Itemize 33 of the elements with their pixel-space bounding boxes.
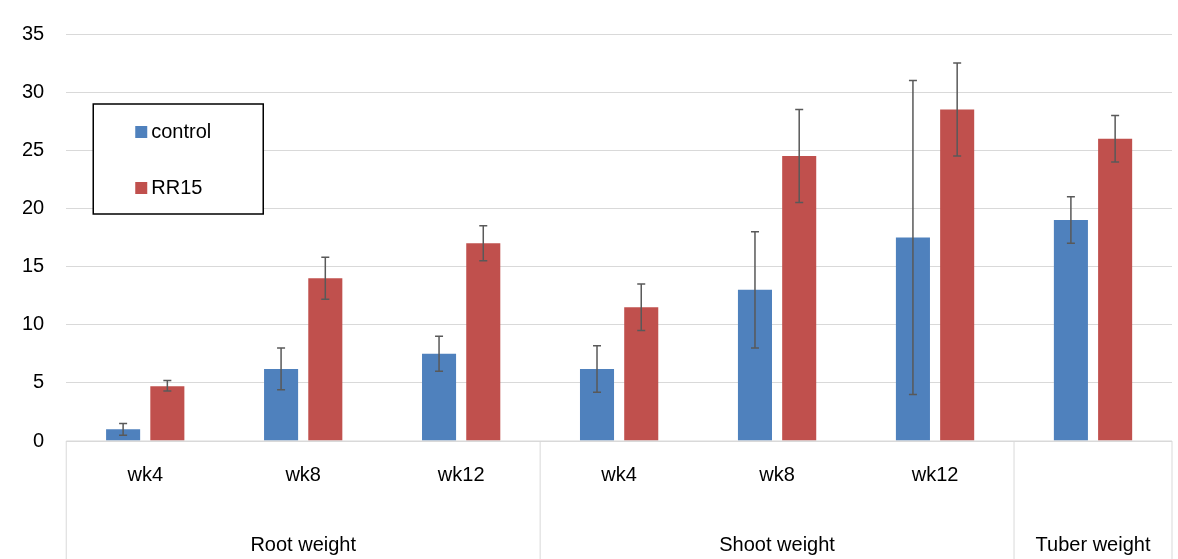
text: Root weight [250, 532, 357, 555]
bar [150, 386, 185, 441]
bar [308, 278, 343, 441]
bar [737, 289, 772, 441]
x-tick-label: wk4 [600, 462, 637, 485]
bar [264, 368, 299, 441]
x-tick-label: wk4 [126, 462, 164, 485]
x-tick-label: wk12 [436, 462, 485, 485]
y-tick-label: 10 [22, 312, 45, 335]
y-tick-label: 20 [22, 195, 45, 218]
y-tick-label: 5 [33, 370, 45, 393]
y-tick-label: 0 [33, 428, 45, 451]
legend-label: control [151, 119, 212, 142]
x-tick-label: wk8 [758, 462, 795, 485]
y-tick-label: 15 [22, 254, 45, 277]
bar [624, 307, 659, 441]
legend-label: RR15 [151, 175, 203, 198]
bar [106, 429, 141, 441]
bar [1098, 138, 1133, 441]
bar [579, 368, 615, 441]
x-tick-label: wk8 [284, 462, 321, 485]
y-tick-label: 25 [22, 137, 45, 160]
y-tick-label: 35 [22, 21, 45, 44]
bar [940, 109, 975, 441]
bar [466, 243, 501, 441]
bar [1053, 220, 1088, 441]
bar [895, 237, 930, 441]
bar [422, 353, 457, 441]
bar [782, 156, 817, 441]
text: Shoot weight [719, 532, 836, 555]
y-tick-label: 30 [22, 79, 45, 102]
text: Tuber weight [1035, 532, 1151, 555]
x-tick-label: wk12 [910, 462, 959, 485]
